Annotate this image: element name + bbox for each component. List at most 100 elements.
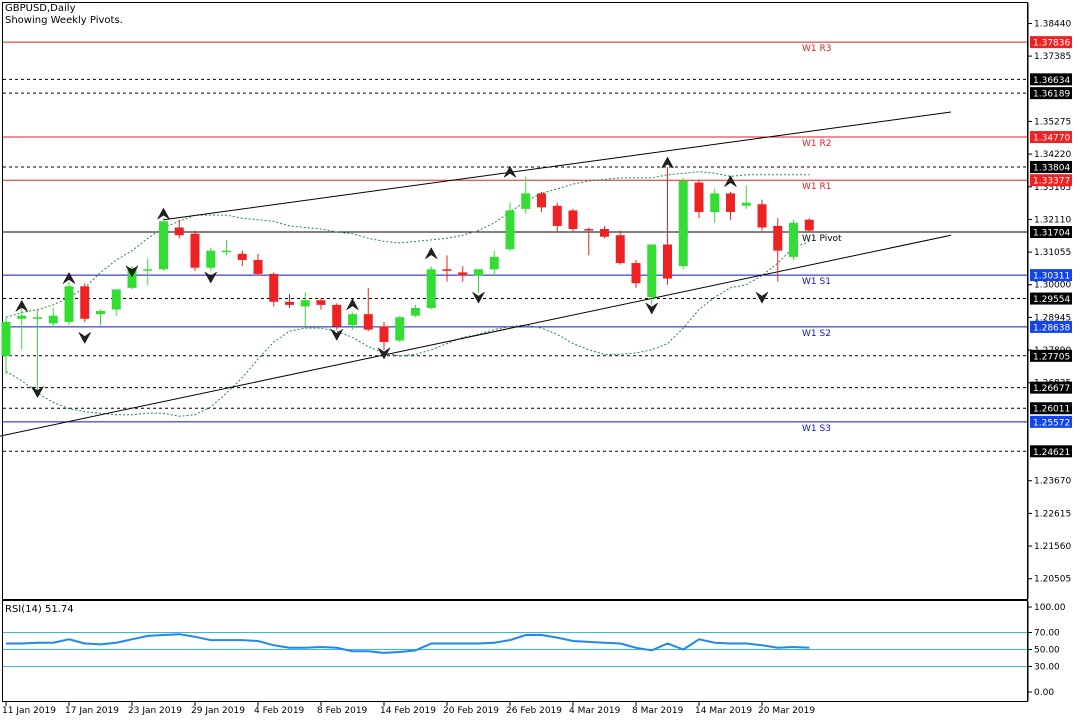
candle-body	[741, 202, 751, 206]
price-tick-label: 1.23670	[1034, 477, 1071, 487]
fractal-up-icon	[503, 165, 517, 178]
candle	[600, 225, 609, 239]
time-tick-label: 17 Jan 2019	[65, 706, 119, 716]
candle	[710, 188, 720, 223]
candle-body	[789, 222, 798, 257]
candle-body	[489, 256, 499, 270]
candle	[159, 218, 168, 271]
price-badge-bg	[1030, 36, 1072, 49]
candle-body	[757, 204, 767, 228]
candle	[678, 177, 688, 270]
price-badge-bg	[1030, 292, 1072, 305]
candle	[757, 199, 767, 231]
price-tick-label: 1.38440	[1034, 19, 1071, 29]
fractal-down-icon	[31, 386, 44, 399]
band-upper-line	[5, 171, 810, 318]
rsi-tick-label: 0.00	[1034, 688, 1054, 698]
candle-body	[143, 269, 153, 271]
price-badge-label: 1.36189	[1033, 90, 1070, 100]
candle-body	[253, 259, 263, 274]
candle	[395, 315, 405, 343]
fractal-down-icon	[645, 302, 658, 315]
fractal-down-icon	[755, 291, 769, 304]
candle-body	[505, 210, 515, 250]
candle-body	[552, 205, 562, 226]
candle	[458, 266, 468, 282]
candle	[300, 292, 310, 327]
price-badge-label: 1.37836	[1033, 39, 1070, 49]
candle-body	[458, 272, 468, 276]
candle-body	[348, 314, 357, 325]
candle	[332, 303, 342, 330]
price-badge-label: 1.25572	[1033, 418, 1070, 428]
price-badge-label: 1.30311	[1033, 272, 1070, 282]
rsi-series-line	[6, 633, 810, 654]
price-badge-bg	[1030, 269, 1072, 282]
candle	[568, 208, 578, 233]
candle-body	[395, 317, 405, 341]
price-badge: 1.36189	[1030, 87, 1072, 100]
pivot-level-label: W1 S3	[802, 424, 831, 434]
price-tick-label: 1.30000	[1034, 281, 1071, 291]
candle	[285, 294, 294, 308]
candle-body	[285, 301, 294, 305]
candle	[552, 202, 562, 233]
candle	[521, 176, 531, 214]
candle	[33, 309, 42, 391]
candle-body	[615, 235, 625, 264]
price-badge-bg	[1030, 131, 1072, 144]
candle-body	[426, 269, 436, 308]
price-badge: 1.29554	[1030, 292, 1072, 305]
rsi-tick-label: 70.00	[1034, 629, 1060, 639]
price-badge-label: 1.33804	[1033, 163, 1070, 173]
time-tick-label: 4 Mar 2019	[569, 706, 621, 716]
candle-body	[694, 182, 704, 212]
rsi-label: RSI(14) 51.74	[5, 604, 74, 615]
candle-body	[474, 269, 483, 276]
candle	[253, 253, 263, 276]
fractal-up-icon	[661, 156, 674, 169]
candle	[489, 250, 499, 276]
candle	[48, 307, 58, 329]
fractal-up-icon	[15, 299, 28, 312]
time-tick-label: 20 Mar 2019	[758, 706, 815, 716]
time-tick-label: 8 Mar 2019	[632, 706, 684, 716]
candle	[1, 317, 11, 375]
rsi-tick-label: 100.00	[1034, 603, 1066, 613]
price-badge-label: 1.26011	[1033, 405, 1070, 415]
candle	[316, 298, 326, 310]
pivot-levels-layer	[3, 41, 1027, 452]
price-tick-label: 1.21560	[1034, 542, 1071, 552]
price-tick-label: 1.28945	[1034, 313, 1071, 323]
price-badge-label: 1.29554	[1033, 295, 1070, 305]
candle	[363, 287, 373, 332]
candle-body	[537, 193, 546, 208]
time-tick-label: 8 Feb 2019	[317, 706, 368, 716]
candle	[411, 304, 420, 318]
candle-body	[600, 229, 609, 237]
candle-body	[332, 304, 342, 327]
candle-body	[17, 315, 27, 319]
candle	[442, 255, 452, 282]
candle	[17, 304, 27, 350]
candle	[804, 218, 814, 233]
time-tick-label: 14 Mar 2019	[695, 706, 752, 716]
price-tick-label: 1.31055	[1034, 248, 1071, 258]
main-pane-frame	[2, 2, 1028, 600]
price-badge: 1.24621	[1030, 445, 1072, 458]
price-tick-label: 1.32110	[1034, 215, 1071, 225]
price-badge-label: 1.34770	[1033, 134, 1070, 144]
fractals-layer	[15, 156, 769, 399]
price-badge-bg	[1030, 87, 1072, 100]
price-badges-layer: 1.36634 1.36189 1.33804 1.29554 1.27705 1.266…	[1030, 36, 1072, 458]
trendline	[163, 111, 952, 221]
fractal-down-icon	[125, 265, 139, 278]
candle	[64, 281, 74, 325]
fractal-up-icon	[425, 247, 438, 259]
candle	[206, 247, 216, 271]
pivot-level-label: W1 R2	[802, 139, 831, 149]
trendline	[0, 234, 952, 437]
rsi-tick-label: 50.00	[1034, 646, 1060, 656]
candle	[474, 269, 483, 293]
candle	[426, 266, 436, 310]
